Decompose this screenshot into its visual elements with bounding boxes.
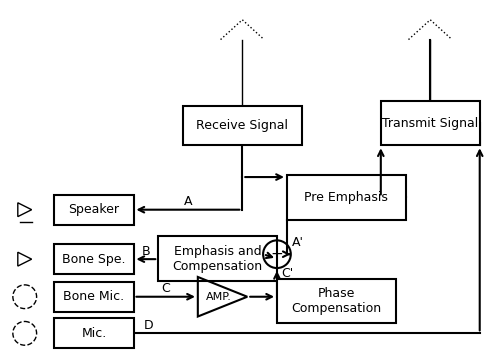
Text: C: C [161,282,170,295]
Text: A': A' [291,236,303,249]
Text: A: A [183,195,192,208]
Text: +: + [270,247,283,262]
Bar [54,195,133,225]
Text: Transmit Signal: Transmit Signal [381,116,477,130]
Bar [54,282,133,312]
Text: Bone Spe.: Bone Spe. [62,253,125,266]
Bar [183,106,301,145]
Text: AMP.: AMP. [205,292,231,302]
Text: Phase
Compensation: Phase Compensation [291,287,381,315]
Bar [158,236,276,281]
Bar [286,175,405,219]
Text: Speaker: Speaker [68,203,119,216]
Text: Mic.: Mic. [81,327,106,340]
Text: Bone Mic.: Bone Mic. [63,290,124,303]
Text: D: D [143,319,153,332]
Text: B: B [142,245,150,258]
Bar [54,318,133,348]
Text: Emphasis and
Compensation: Emphasis and Compensation [172,245,262,273]
Bar [276,279,395,324]
Text: Receive Signal: Receive Signal [196,119,288,132]
Bar [380,101,479,145]
Bar [54,244,133,274]
Text: Pre Emphasis: Pre Emphasis [304,191,387,204]
Text: C': C' [280,267,293,280]
